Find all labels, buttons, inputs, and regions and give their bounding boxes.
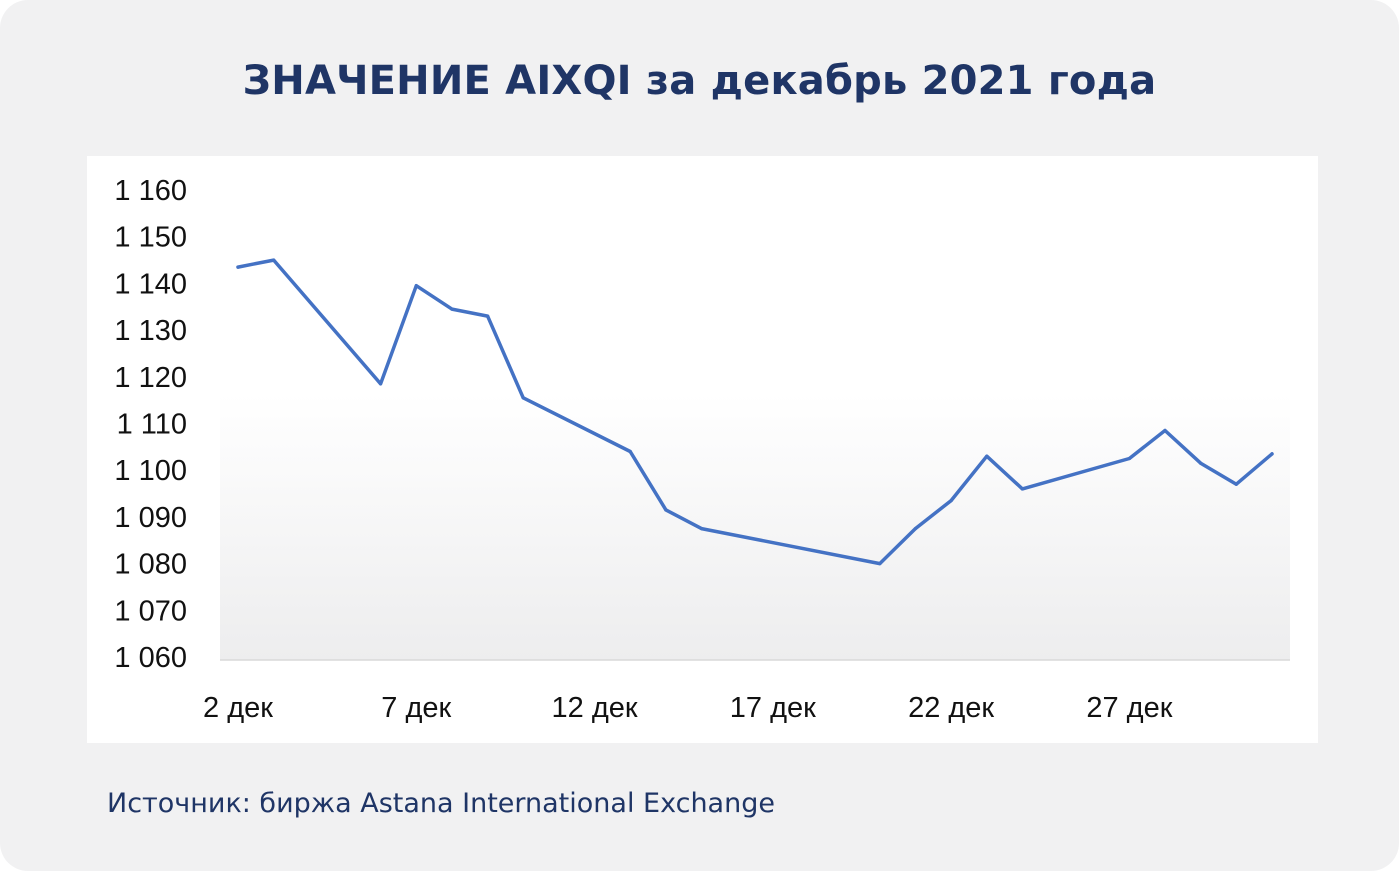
x-tick-label: 7 дек: [381, 692, 451, 724]
series-line: [236, 258, 1274, 566]
data-point: [1234, 482, 1238, 486]
y-tick-label: 1 110: [117, 409, 187, 441]
y-tick-label: 1 150: [114, 222, 187, 254]
data-point: [414, 284, 418, 288]
data-point: [1199, 461, 1203, 465]
chart-panel: 1 060 1 070 1 080 1 090 1 100 1 110 1 120 1 130…: [87, 156, 1318, 743]
data-point: [913, 527, 918, 531]
x-tick-label: 2 дек: [203, 692, 273, 724]
x-tick-label: 17 дек: [730, 692, 816, 724]
data-point: [1270, 452, 1274, 456]
x-tick-label: 12 дек: [552, 692, 638, 724]
data-point: [699, 527, 704, 531]
data-point: [949, 499, 953, 503]
data-point: [379, 382, 383, 386]
data-point: [628, 449, 632, 454]
y-axis: 1 060 1 070 1 080 1 090 1 100 1 110 1 120 1 130…: [114, 175, 187, 674]
y-tick-label: 1 060: [114, 642, 187, 674]
data-point: [236, 265, 240, 269]
data-point: [450, 307, 454, 311]
x-axis: 2 дек 7 дек 12 дек 17 дек 22 дек 27 дек: [203, 692, 1173, 724]
data-point: [985, 454, 989, 458]
y-tick-label: 1 070: [114, 595, 187, 627]
data-point: [1020, 487, 1024, 491]
x-tick-label: 22 дек: [908, 692, 994, 724]
data-point: [486, 314, 490, 318]
x-tick-label: 27 дек: [1086, 692, 1172, 724]
y-tick-label: 1 100: [114, 455, 187, 487]
data-point: [878, 562, 882, 566]
y-tick-label: 1 140: [114, 268, 187, 300]
y-tick-label: 1 080: [114, 549, 187, 581]
y-tick-label: 1 130: [114, 315, 187, 347]
y-tick-label: 1 090: [114, 502, 187, 534]
y-tick-label: 1 120: [114, 362, 187, 394]
data-point: [521, 396, 525, 400]
data-point: [1127, 456, 1131, 461]
data-point: [664, 508, 668, 512]
plot-area: [220, 176, 1290, 660]
chart-title: ЗНАЧЕНИЕ AIXQI за декабрь 2021 года: [242, 58, 1157, 104]
y-tick-label: 1 160: [114, 175, 187, 207]
series-group: [236, 258, 1274, 566]
source-note: Источник: биржа Astana International Exc…: [107, 788, 775, 819]
line-chart: 1 060 1 070 1 080 1 090 1 100 1 110 1 120 1 130…: [114, 175, 1290, 724]
data-point: [272, 258, 276, 262]
data-point: [1163, 428, 1167, 433]
